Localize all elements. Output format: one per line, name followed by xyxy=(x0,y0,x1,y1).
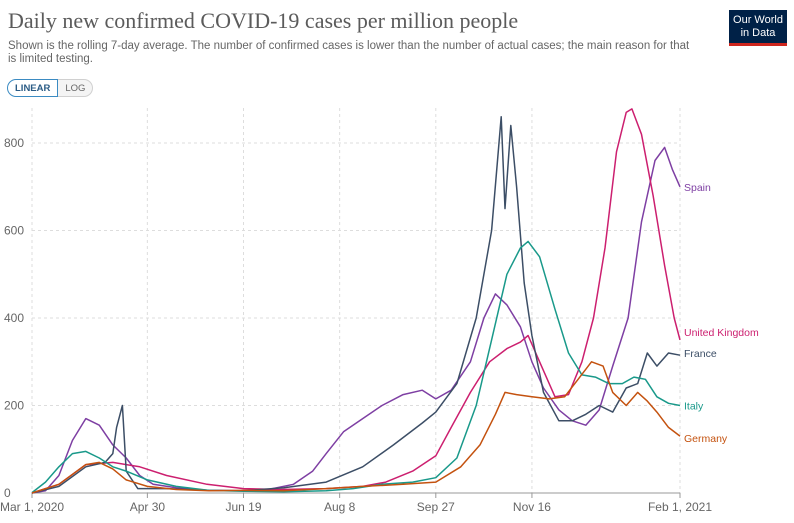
series-line-spain[interactable] xyxy=(31,146,681,494)
x-tick-label: Mar 1, 2020 xyxy=(0,500,64,514)
chart-subtitle: Shown is the rolling 7-day average. The … xyxy=(8,40,690,65)
scale-toggle: LINEAR LOG xyxy=(7,79,94,97)
y-axis-ticks: 0 200 400 600 800 xyxy=(4,136,24,500)
series-line-germany[interactable] xyxy=(31,361,681,494)
x-axis: Mar 1, 2020 Apr 30 Jun 19 Aug 8 Sep 27 Nov 16… xyxy=(0,492,712,514)
x-tick-label: Nov 16 xyxy=(513,500,551,514)
owid-logo[interactable]: Our World in Data xyxy=(729,10,787,46)
series-line-france[interactable] xyxy=(31,116,681,494)
linear-scale-button[interactable]: LINEAR xyxy=(7,79,59,97)
logo-line-2: in Data xyxy=(740,27,776,39)
grid-lines xyxy=(31,108,681,493)
chart-title: Daily new confirmed COVID-19 cases per m… xyxy=(8,8,519,33)
x-tick-label: Sep 27 xyxy=(417,500,455,514)
series-label-spain[interactable]: Spain xyxy=(684,182,711,194)
series-label-italy[interactable]: Italy xyxy=(684,401,704,413)
x-tick-label: Feb 1, 2021 xyxy=(648,500,712,514)
series-label-united-kingdom[interactable]: United Kingdom xyxy=(684,327,759,339)
series-labels: Spain United Kingdom France Italy Germany xyxy=(684,182,759,445)
y-tick-label: 200 xyxy=(4,399,24,413)
series-label-germany[interactable]: Germany xyxy=(684,433,728,445)
log-scale-button[interactable]: LOG xyxy=(58,79,94,97)
y-tick-label: 0 xyxy=(4,486,11,500)
y-tick-label: 600 xyxy=(4,224,24,238)
series-label-france[interactable]: France xyxy=(684,348,717,360)
x-tick-label: Aug 8 xyxy=(324,500,356,514)
y-tick-label: 800 xyxy=(4,136,24,150)
series-line-united-kingdom[interactable] xyxy=(31,108,681,494)
y-tick-label: 400 xyxy=(4,311,24,325)
logo-line-1: Our World xyxy=(733,14,783,26)
series-lines xyxy=(31,108,681,494)
x-tick-label: Apr 30 xyxy=(130,500,166,514)
series-line-italy[interactable] xyxy=(31,240,681,494)
x-tick-label: Jun 19 xyxy=(225,500,261,514)
